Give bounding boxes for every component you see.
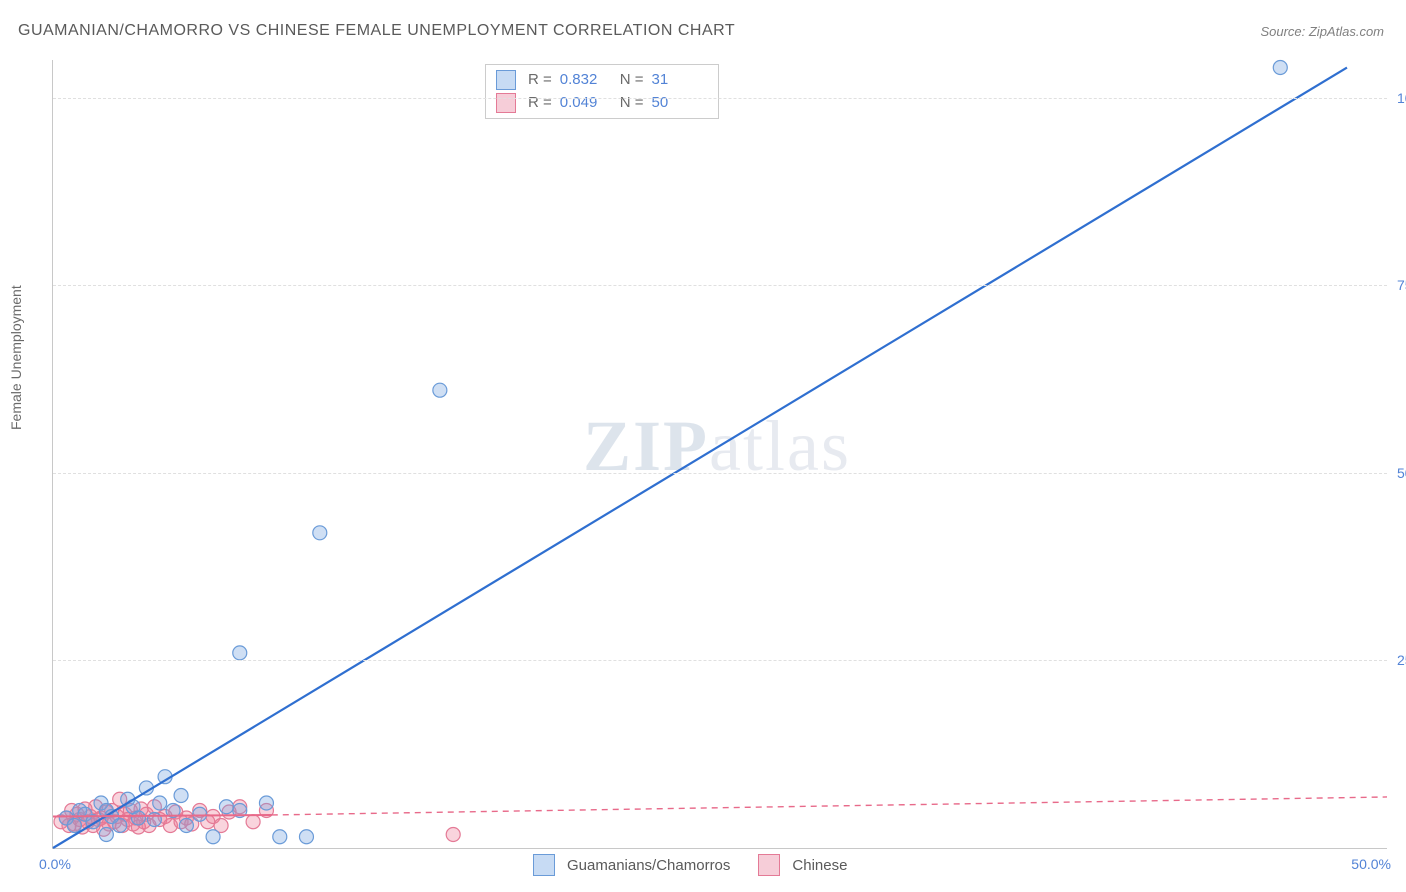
stat-label: R =	[528, 92, 552, 115]
gridline	[53, 98, 1387, 99]
stat-r-value: 0.049	[560, 92, 612, 115]
x-tick-label: 50.0%	[1351, 856, 1391, 872]
y-tick-label: 25.0%	[1397, 652, 1406, 668]
x-tick-label: 0.0%	[39, 856, 71, 872]
stat-n-value: 50	[652, 92, 704, 115]
y-tick-label: 75.0%	[1397, 277, 1406, 293]
swatch-icon	[758, 854, 780, 876]
y-tick-label: 100.0%	[1397, 90, 1406, 106]
source-attribution: Source: ZipAtlas.com	[1260, 24, 1384, 39]
stat-label: N =	[620, 92, 644, 115]
stats-row-guamanian: R = 0.832 N = 31	[496, 69, 704, 92]
gridline	[53, 473, 1387, 474]
y-axis-label: Female Unemployment	[8, 285, 24, 430]
y-tick-label: 50.0%	[1397, 465, 1406, 481]
stat-label: R =	[528, 69, 552, 92]
chart-svg	[53, 60, 1387, 848]
gridline	[53, 285, 1387, 286]
plot-area: ZIPatlas R = 0.832 N = 31 R = 0.049 N = …	[52, 60, 1387, 849]
swatch-icon	[496, 93, 516, 113]
stat-r-value: 0.832	[560, 69, 612, 92]
legend-item-chinese: Chinese	[758, 854, 847, 876]
correlation-stats-box: R = 0.832 N = 31 R = 0.049 N = 50	[485, 64, 719, 119]
legend-item-guamanian: Guamanians/Chamorros	[533, 854, 730, 876]
legend-label: Chinese	[792, 857, 847, 874]
legend-label: Guamanians/Chamorros	[567, 857, 730, 874]
gridline	[53, 660, 1387, 661]
chart-title: GUAMANIAN/CHAMORRO VS CHINESE FEMALE UNE…	[18, 22, 735, 40]
swatch-icon	[496, 70, 516, 90]
stat-n-value: 31	[652, 69, 704, 92]
stat-label: N =	[620, 69, 644, 92]
legend: Guamanians/Chamorros Chinese	[533, 854, 847, 876]
stats-row-chinese: R = 0.049 N = 50	[496, 92, 704, 115]
swatch-icon	[533, 854, 555, 876]
